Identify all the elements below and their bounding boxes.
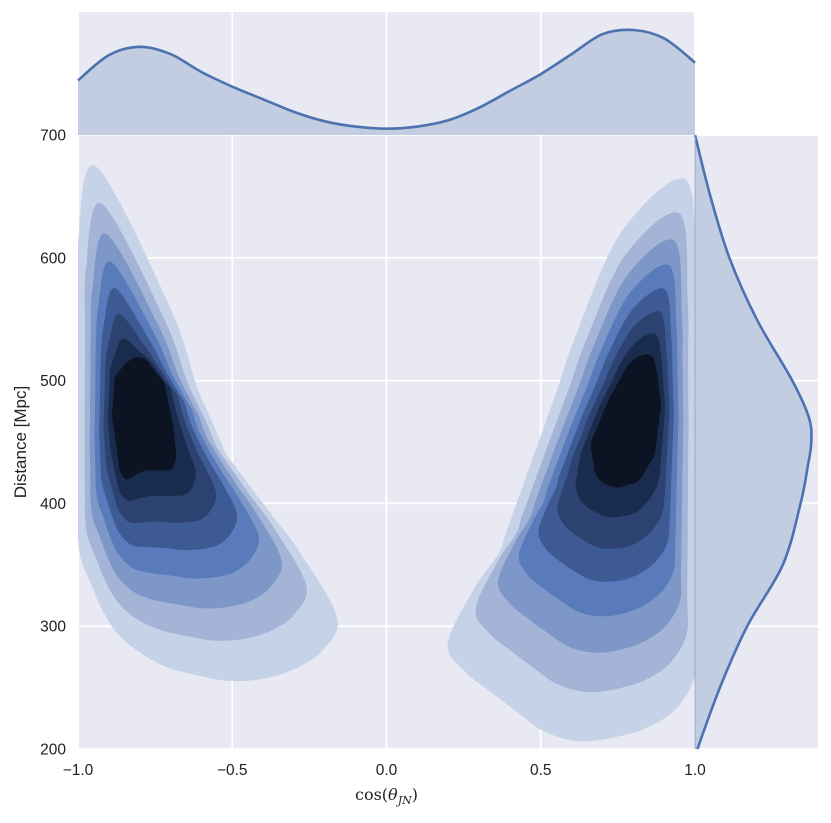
y-tick-label: 700 bbox=[40, 128, 66, 145]
x-axis-label: cos(θJN) bbox=[355, 785, 418, 807]
right-marginal-fill bbox=[695, 135, 812, 749]
left-lobe-contour-level bbox=[112, 357, 177, 480]
y-tick-label: 500 bbox=[40, 373, 66, 390]
y-tick-label: 400 bbox=[40, 496, 66, 513]
right-lobe-contour-level bbox=[590, 354, 661, 488]
x-tick-label: 0.0 bbox=[376, 762, 398, 779]
top-marginal-line bbox=[77, 28, 696, 131]
x-tick-label: 0.5 bbox=[530, 762, 552, 779]
marginal-densities bbox=[77, 28, 813, 750]
x-tick-label: −1.0 bbox=[63, 762, 94, 779]
axis-ticks: −1.0 −0.5 0.0 0.5 1.0 200 300 400 500 600 700 bbox=[40, 128, 706, 780]
right-marginal-line bbox=[693, 134, 813, 750]
y-tick-label: 300 bbox=[40, 619, 66, 636]
x-tick-label: −0.5 bbox=[217, 762, 248, 779]
x-tick-label: 1.0 bbox=[684, 762, 706, 779]
y-axis-label: Distance [Mpc] bbox=[11, 386, 30, 498]
y-tick-label: 200 bbox=[40, 742, 66, 759]
y-tick-label: 600 bbox=[40, 250, 66, 267]
top-marginal-fill bbox=[78, 29, 695, 136]
joint-density-contours bbox=[78, 165, 695, 742]
